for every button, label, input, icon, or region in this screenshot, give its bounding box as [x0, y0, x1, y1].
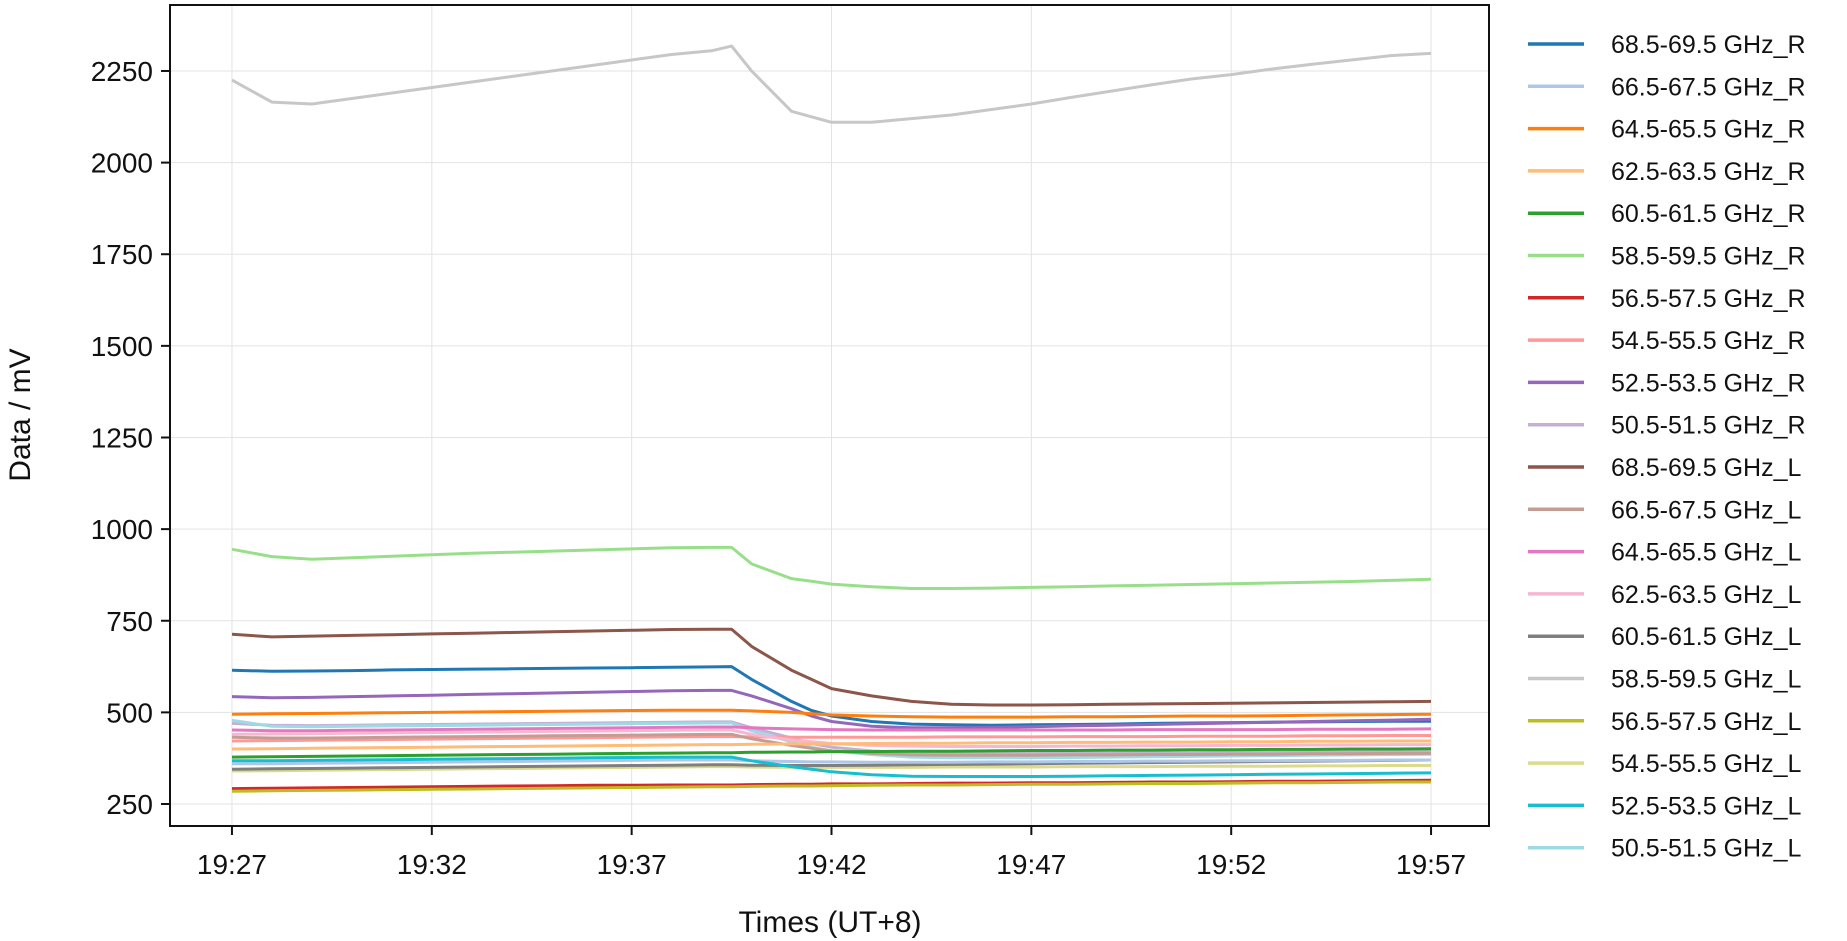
series-lines: [231, 44, 1432, 793]
legend-label: 50.5-51.5 GHz_L: [1611, 835, 1801, 863]
series-line: [231, 545, 1432, 590]
y-tick-label: 2000: [91, 148, 153, 179]
legend-label: 66.5-67.5 GHz_L: [1611, 496, 1801, 524]
y-tick-label: 1000: [91, 514, 153, 545]
x-tick-label: 19:47: [996, 849, 1066, 880]
x-tick-label: 19:37: [597, 849, 667, 880]
series-line: [231, 764, 1431, 773]
legend-label: 60.5-61.5 GHz_R: [1611, 200, 1806, 228]
series-line: [232, 758, 1431, 766]
series-line: [231, 688, 1432, 730]
legend-label: 62.5-63.5 GHz_L: [1611, 581, 1801, 609]
y-tick-label: 250: [106, 789, 153, 820]
legend-label: 68.5-69.5 GHz_R: [1611, 31, 1806, 59]
series-line: [231, 739, 1431, 751]
y-tick-label: 2250: [91, 56, 153, 87]
legend-label: 54.5-55.5 GHz_R: [1611, 327, 1806, 355]
legend-label: 52.5-53.5 GHz_L: [1611, 792, 1801, 820]
y-tick-label: 1750: [91, 239, 153, 270]
legend-label: 54.5-55.5 GHz_L: [1611, 750, 1801, 778]
y-axis: 250 500 750 1000 1250 1500 1750 2000 2250: [91, 56, 170, 820]
x-tick-label: 19:57: [1396, 849, 1466, 880]
x-axis: 19:27 19:32 19:37 19:42 19:47 19:52 19:57: [197, 826, 1466, 880]
legend-label: 62.5-63.5 GHz_R: [1611, 158, 1806, 186]
legend-label: 56.5-57.5 GHz_L: [1611, 708, 1801, 736]
y-axis-title: Data / mV: [4, 348, 37, 481]
series-line: [231, 708, 1432, 719]
legend-label: 56.5-57.5 GHz_R: [1611, 285, 1806, 313]
series-line: [232, 755, 1432, 778]
series-line: [231, 747, 1432, 759]
series-line: [231, 780, 1431, 793]
legend-label: 58.5-59.5 GHz_R: [1611, 243, 1806, 271]
legend-label: 60.5-61.5 GHz_L: [1611, 623, 1801, 651]
legend-label: 66.5-67.5 GHz_R: [1611, 73, 1806, 101]
y-tick-label: 500: [106, 697, 153, 728]
legend-label: 50.5-51.5 GHz_R: [1611, 412, 1806, 440]
series-line: [231, 44, 1432, 124]
legend-label: 64.5-65.5 GHz_L: [1611, 539, 1801, 567]
legend-label: 58.5-59.5 GHz_L: [1611, 666, 1801, 694]
series-line: [231, 728, 1431, 748]
x-tick-label: 19:32: [397, 849, 467, 880]
x-tick-label: 19:27: [197, 849, 267, 880]
grid: [170, 5, 1489, 826]
legend: 68.5-69.5 GHz_R 66.5-67.5 GHz_R 64.5-65.5 …: [1528, 31, 1806, 863]
legend-label: 68.5-69.5 GHz_L: [1611, 454, 1801, 482]
series-line: [231, 725, 1432, 733]
x-tick-label: 19:42: [796, 849, 866, 880]
series-line: [231, 732, 1431, 757]
series-line: [231, 627, 1432, 707]
legend-label: 64.5-65.5 GHz_R: [1611, 116, 1806, 144]
series-line: [231, 734, 1431, 743]
plot-frame: [169, 4, 1490, 827]
x-axis-title: Times (UT+8): [738, 906, 921, 939]
x-tick-label: 19:52: [1196, 849, 1266, 880]
y-tick-label: 1250: [91, 422, 153, 453]
legend-label: 52.5-53.5 GHz_R: [1611, 369, 1806, 397]
y-tick-label: 750: [106, 606, 153, 637]
y-tick-label: 1500: [91, 331, 153, 362]
